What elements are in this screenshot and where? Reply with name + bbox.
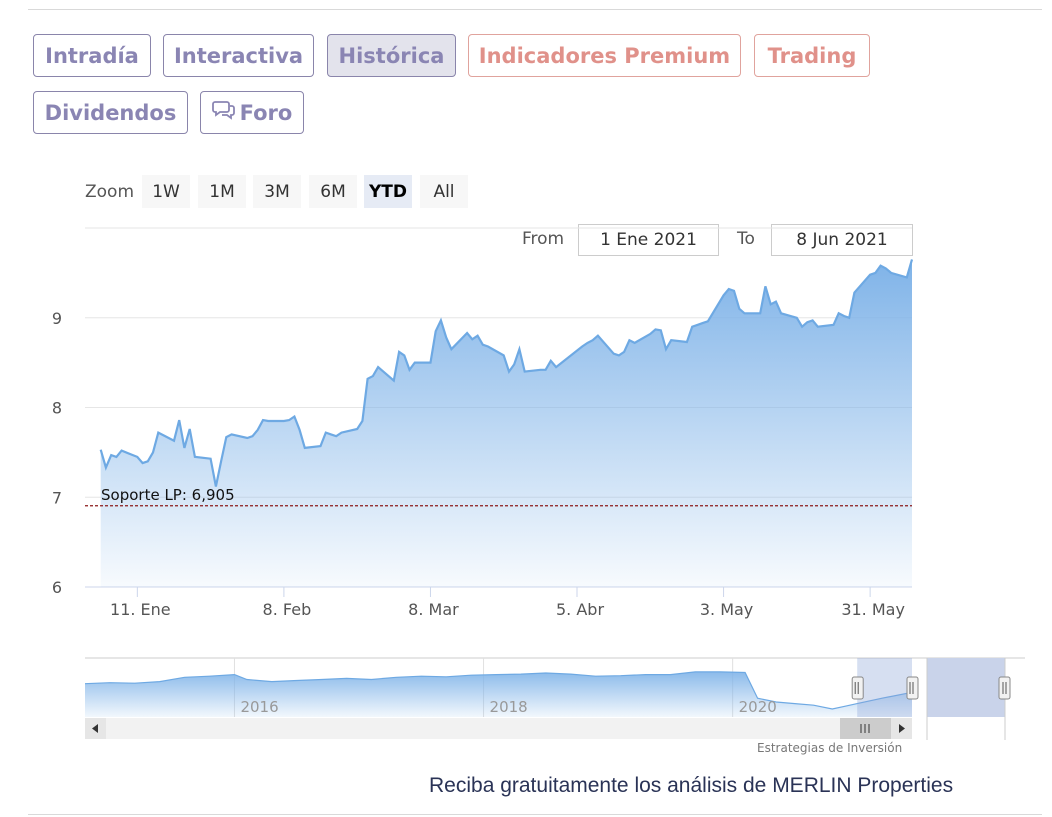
tab-label: Foro — [239, 100, 293, 125]
top-divider — [28, 9, 1042, 10]
chart-credit[interactable]: Estrategias de Inversión — [757, 741, 903, 755]
y-tick-label: 8 — [52, 399, 62, 418]
tab-trading[interactable]: Trading — [754, 34, 870, 77]
from-date-input[interactable]: 1 Ene 2021 — [578, 224, 719, 256]
tab-label: Dividendos — [44, 100, 177, 125]
navigator-year-label: 2018 — [490, 698, 528, 716]
tab-intradia[interactable]: Intradía — [33, 34, 151, 77]
tab-foro[interactable]: Foro — [200, 91, 304, 134]
zoom-all-button[interactable]: All — [420, 175, 468, 208]
x-tick-label: 31. May — [841, 600, 905, 619]
tab-label: Trading — [767, 43, 857, 68]
arrow-left-icon — [92, 724, 98, 733]
to-date-input[interactable]: 8 Jun 2021 — [771, 224, 913, 256]
zoom-3m-button[interactable]: 3M — [253, 175, 301, 208]
x-tick-label: 3. May — [700, 600, 753, 619]
x-tick-label: 8. Feb — [263, 600, 312, 619]
tab-historica[interactable]: Histórica — [327, 34, 456, 77]
scroll-left-button[interactable] — [85, 718, 106, 739]
support-label: Soporte LP: 6,905 — [101, 486, 235, 504]
tab-indicadores-premium[interactable]: Indicadores Premium — [468, 34, 741, 77]
tab-label: Intradía — [45, 43, 139, 68]
overflow-handle[interactable] — [998, 676, 1011, 700]
x-tick-label: 11. Ene — [110, 600, 171, 619]
navigator-handle-left[interactable] — [851, 676, 864, 700]
navigator-overflow-selection — [927, 658, 1005, 717]
zoom-1m-button[interactable]: 1M — [198, 175, 246, 208]
from-label: From — [522, 229, 565, 249]
navigator-area — [85, 671, 912, 717]
price-line — [99, 259, 914, 487]
tab-dividendos[interactable]: Dividendos — [33, 91, 188, 134]
scrollbar-thumb[interactable] — [840, 718, 891, 739]
chat-bubbles-icon — [211, 99, 236, 126]
navigator-handle-right[interactable] — [906, 676, 919, 700]
zoom-ytd-button[interactable]: YTD — [364, 175, 412, 208]
price-area-fill — [100, 259, 912, 587]
navigator-year-label: 2020 — [739, 698, 777, 716]
scrollbar[interactable] — [85, 718, 912, 739]
x-tick-label: 8. Mar — [408, 600, 459, 619]
navigator-line — [84, 671, 913, 710]
navigator-year-label: 2016 — [240, 698, 278, 716]
navigator[interactable]: 2016 2018 2020 — [84, 657, 1025, 740]
bottom-divider — [28, 814, 1042, 815]
tab-label: Indicadores Premium — [478, 43, 731, 68]
tab-label: Interactiva — [173, 43, 304, 68]
x-tick-label: 5. Abr — [556, 600, 604, 619]
y-tick-label: 6 — [52, 578, 62, 597]
arrow-right-icon — [899, 724, 905, 733]
zoom-label: Zoom — [85, 182, 135, 202]
zoom-1w-button[interactable]: 1W — [142, 175, 190, 208]
scroll-right-button[interactable] — [891, 718, 912, 739]
y-tick-label: 7 — [52, 488, 62, 507]
navigator-selection[interactable] — [857, 658, 912, 717]
to-label: To — [737, 229, 755, 249]
tab-interactiva[interactable]: Interactiva — [163, 34, 314, 77]
y-tick-label: 9 — [52, 309, 62, 328]
zoom-6m-button[interactable]: 6M — [309, 175, 357, 208]
tab-label: Histórica — [338, 43, 445, 68]
cta-text[interactable]: Reciba gratuitamente los análisis de MER… — [429, 774, 954, 797]
